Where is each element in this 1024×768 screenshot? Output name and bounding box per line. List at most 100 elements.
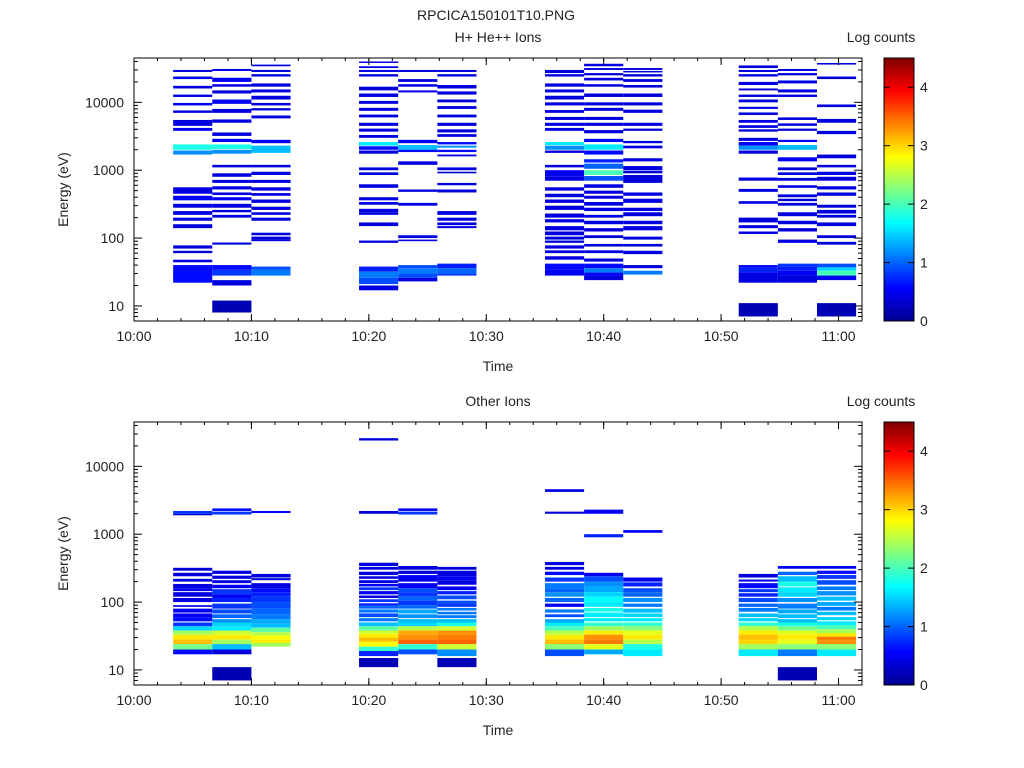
heatmap-cell — [173, 583, 213, 589]
heatmap-cell — [584, 602, 624, 607]
heatmap-cell — [738, 272, 778, 283]
heatmap-cell — [359, 184, 399, 188]
heatmap-cell — [816, 204, 857, 208]
heatmap-cell — [359, 562, 399, 566]
heatmap-cell — [251, 632, 291, 636]
heatmap-cell — [173, 597, 213, 603]
heatmap-cell — [251, 89, 291, 93]
heatmap-cell — [544, 511, 585, 514]
heatmap-cell — [212, 630, 252, 635]
heatmap-cell — [738, 99, 778, 103]
heatmap-cell — [584, 73, 624, 76]
heatmap-cell — [777, 622, 817, 627]
heatmap-cell — [359, 599, 399, 603]
heatmap-cell — [544, 69, 585, 74]
heatmap-cell — [623, 597, 663, 603]
heatmap-cell — [584, 116, 624, 120]
heatmap-cell — [584, 243, 624, 247]
y-tick-label: 100 — [101, 230, 125, 246]
heatmap-cell — [251, 199, 291, 203]
y-tick-label: 10 — [108, 662, 124, 678]
colorbar — [883, 421, 915, 686]
heatmap-cell — [816, 118, 857, 123]
heatmap-cell — [251, 193, 291, 196]
heatmap-cell — [544, 489, 585, 492]
heatmap-cell — [173, 613, 213, 618]
heatmap-cell — [437, 611, 477, 615]
heatmap-cell — [437, 149, 477, 153]
heatmap-cell — [816, 176, 857, 181]
heatmap-cell — [173, 510, 213, 514]
heatmap-cell — [437, 211, 477, 215]
heatmap-cell — [544, 245, 585, 249]
heatmap-cell — [623, 102, 663, 106]
heatmap-cell — [777, 634, 817, 640]
heatmap-cell — [251, 608, 291, 615]
heatmap-cell — [544, 592, 585, 597]
heatmap-cell — [584, 184, 624, 188]
heatmap-cell — [584, 235, 624, 239]
heatmap-cell — [173, 592, 213, 597]
heatmap-cell — [777, 626, 817, 631]
heatmap-cell — [623, 207, 663, 212]
heatmap-cell — [777, 270, 817, 276]
heatmap-cell — [437, 603, 477, 607]
heatmap-cell — [437, 217, 477, 221]
heatmap-cell — [398, 277, 438, 282]
heatmap-cell — [623, 174, 663, 183]
heatmap-cell — [584, 607, 624, 612]
heatmap-cell — [359, 271, 399, 278]
heatmap-cell — [398, 511, 438, 515]
heatmap-cell — [738, 177, 778, 181]
heatmap-cell — [398, 145, 438, 150]
heatmap-cell — [738, 231, 778, 234]
heatmap-cell — [623, 158, 663, 162]
heatmap-cell — [816, 241, 857, 245]
heatmap-cell — [173, 245, 213, 249]
heatmap-cell — [584, 144, 624, 150]
heatmap-cell — [251, 95, 291, 100]
heatmap-cell — [738, 579, 778, 582]
heatmap-cell — [437, 167, 477, 171]
heatmap-cell — [816, 303, 857, 317]
heatmap-cell — [738, 267, 778, 273]
heatmap-cell — [437, 630, 477, 635]
heatmap-cell — [584, 644, 624, 650]
heatmap-cell — [437, 106, 477, 109]
panel-title: H+ He++ Ions — [455, 29, 542, 45]
heatmap-cell — [437, 595, 477, 600]
heatmap-cell — [251, 639, 291, 643]
heatmap-cell — [816, 154, 857, 159]
heatmap-cell — [437, 226, 477, 229]
heatmap-cell — [251, 269, 291, 276]
x-tick-label: 10:00 — [116, 328, 151, 344]
heatmap-cell — [584, 612, 624, 618]
heatmap-cell — [623, 236, 663, 240]
heatmap-cell — [584, 130, 624, 134]
colorbar-tick-label: 0 — [920, 313, 928, 329]
heatmap-cell — [251, 583, 291, 589]
heatmap-cell — [777, 167, 817, 171]
heatmap-cell — [777, 73, 817, 76]
heatmap-cell — [251, 217, 291, 221]
heatmap-cell — [437, 586, 477, 591]
heatmap-cell — [584, 250, 624, 254]
heatmap-cell — [777, 228, 817, 232]
panel-title: Other Ions — [465, 393, 530, 409]
heatmap-cell — [398, 273, 438, 278]
heatmap-cell — [816, 621, 857, 625]
heatmap-cell — [398, 202, 438, 206]
heatmap-cell — [544, 619, 585, 623]
heatmap-cell — [212, 589, 252, 595]
heatmap-cell — [777, 198, 817, 202]
heatmap-cell — [212, 242, 252, 245]
heatmap-cell — [251, 642, 291, 647]
heatmap-cell — [623, 608, 663, 613]
heatmap-cell — [173, 513, 213, 516]
heatmap-cell — [437, 134, 477, 137]
heatmap-cell — [816, 644, 857, 650]
heatmap-cell — [584, 596, 624, 603]
heatmap-cell — [398, 588, 438, 593]
heatmap-cell — [623, 626, 663, 631]
heatmap-cell — [738, 88, 778, 91]
